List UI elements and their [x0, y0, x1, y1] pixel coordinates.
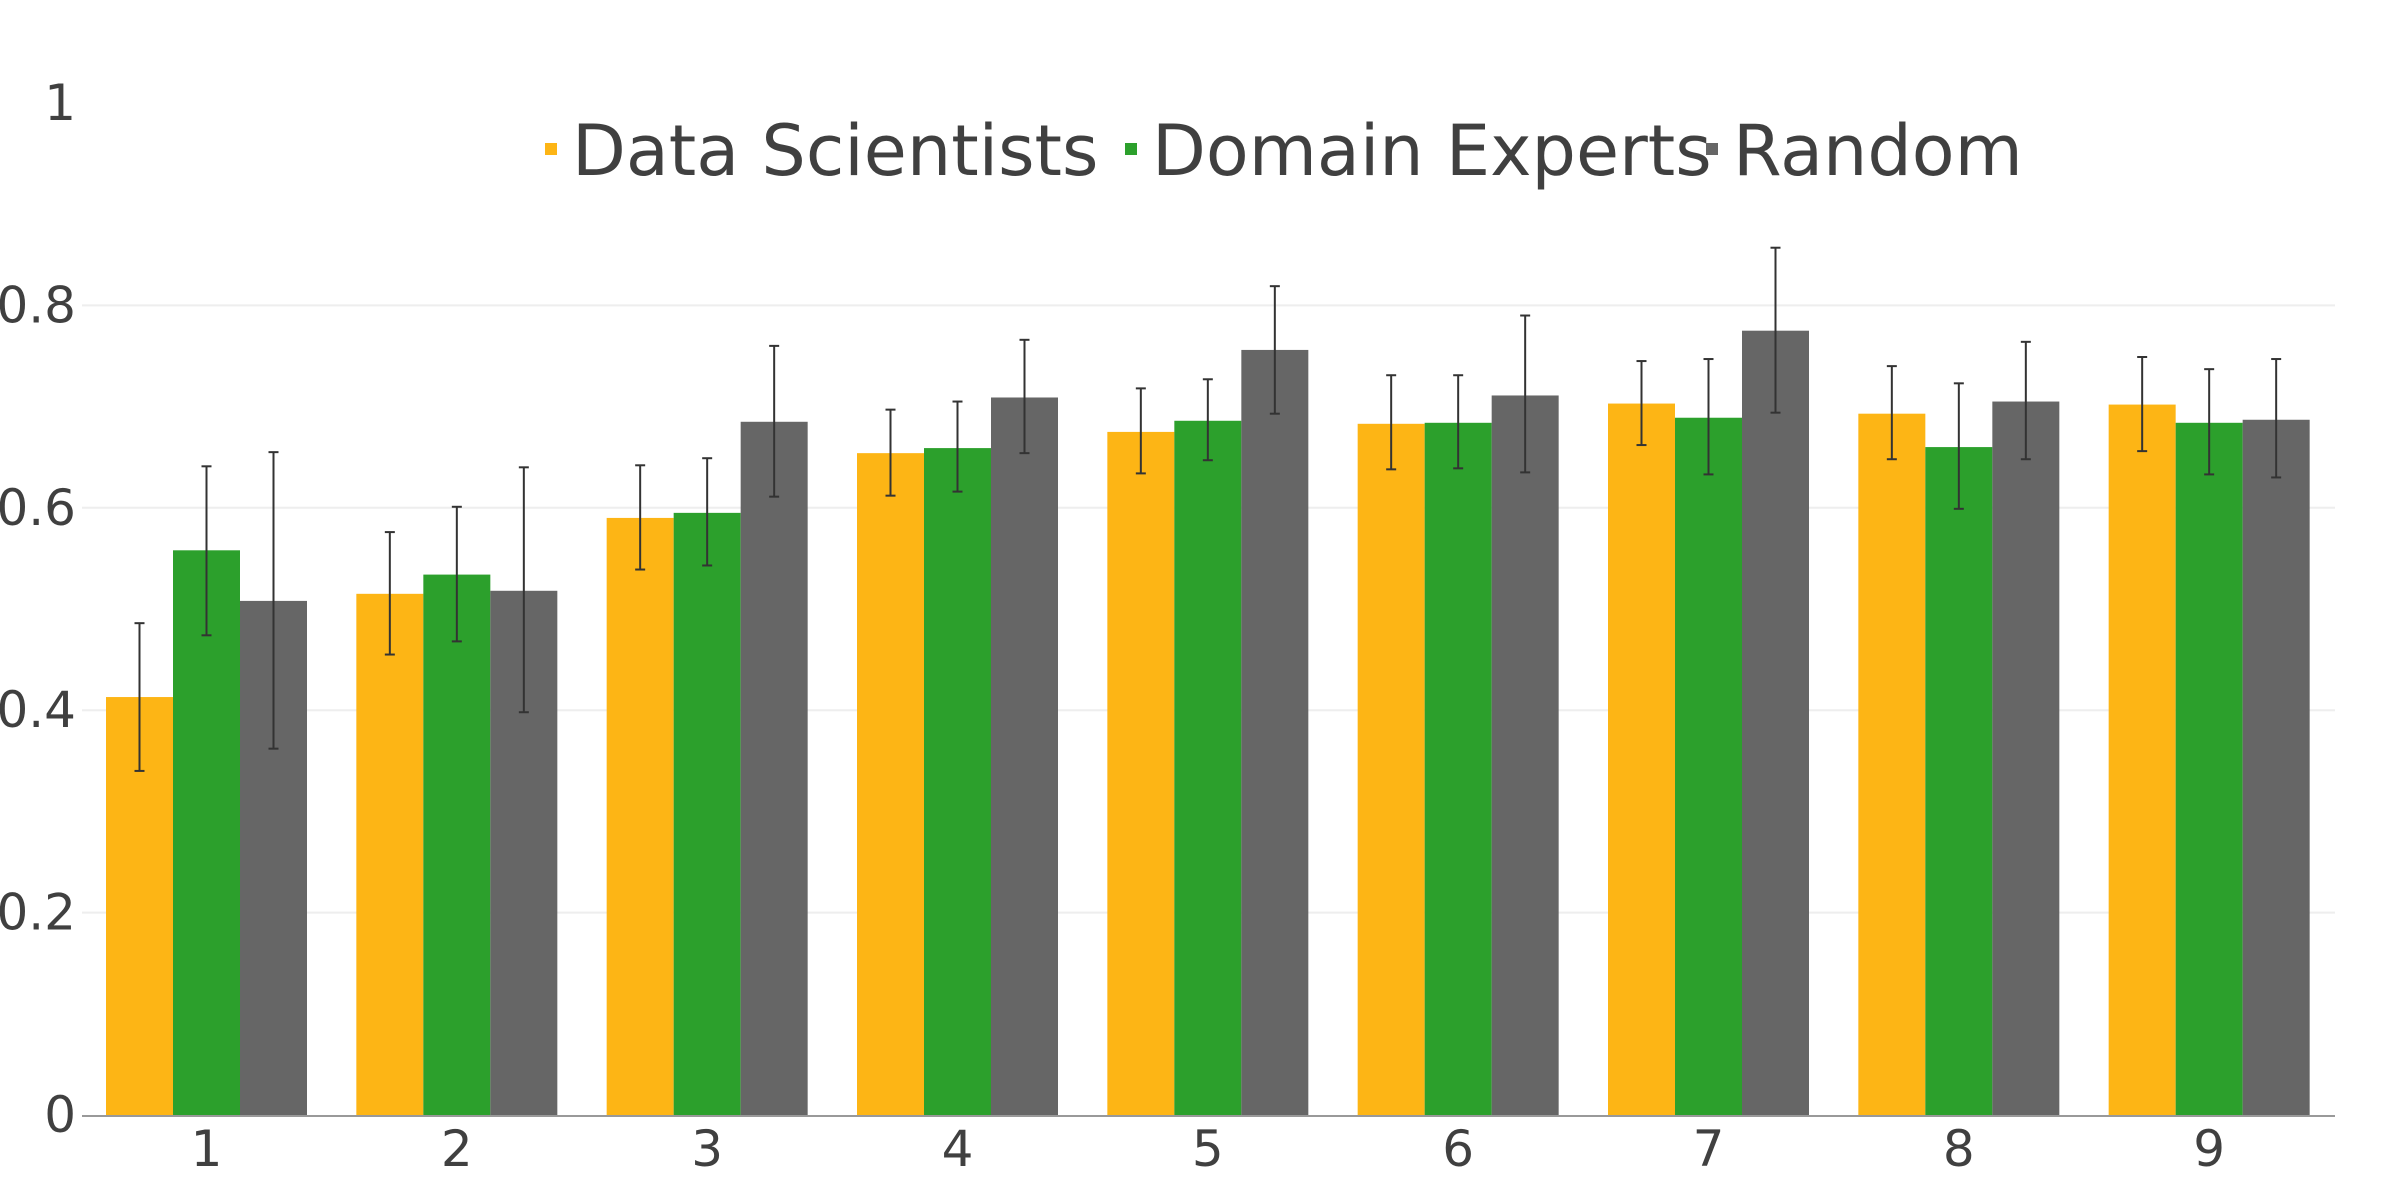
x-tick-label: 4: [942, 1120, 974, 1178]
x-tick-label: 8: [1943, 1120, 1975, 1178]
y-tick-label: 0.8: [0, 276, 76, 334]
error-bar-domain-experts-7: [1703, 358, 1714, 476]
bar-data-scientists-5: [1107, 431, 1175, 1115]
bar-data-scientists-6: [1357, 423, 1425, 1116]
error-bar-data-scientists-7: [1636, 360, 1647, 447]
x-tick-label: 5: [1192, 1120, 1224, 1178]
error-bar-data-scientists-9: [2137, 356, 2148, 453]
bar-random-9: [2242, 419, 2310, 1116]
legend: Data Scientists Domain Experts Random: [545, 110, 2023, 192]
y-tick-label: 0.6: [0, 479, 76, 537]
bar-data-scientists-4: [857, 453, 924, 1116]
error-bar-data-scientists-5: [1135, 387, 1146, 475]
error-bar-random-4: [1019, 338, 1030, 455]
bar-random-7: [1742, 330, 1809, 1115]
legend-item-data-scientists: Data Scientists: [545, 110, 1098, 192]
error-bar-random-8: [2020, 340, 2031, 461]
error-bar-random-5: [1269, 285, 1280, 415]
error-bar-random-7: [1770, 246, 1781, 414]
bar-data-scientists-7: [1608, 403, 1675, 1116]
error-bar-data-scientists-1: [134, 622, 145, 772]
error-bar-random-2: [518, 466, 529, 714]
error-bar-data-scientists-2: [384, 531, 395, 656]
legend-swatch: [1125, 143, 1137, 155]
bar-data-scientists-3: [606, 517, 674, 1115]
error-bar-domain-experts-1: [201, 465, 212, 637]
y-tick-label: 1: [44, 74, 76, 132]
x-tick-label: 9: [2193, 1120, 2225, 1178]
x-tick-label: 1: [191, 1120, 223, 1178]
error-bar-domain-experts-8: [1953, 382, 1964, 510]
y-axis-ticks: 0 0.2 0.4 0.6 0.8 1: [0, 74, 76, 1144]
y-tick-label: 0.2: [0, 884, 76, 942]
bar-data-scientists-2: [356, 593, 424, 1115]
bar-random-3: [740, 421, 808, 1115]
x-tick-label: 6: [1442, 1120, 1474, 1178]
error-bar-random-6: [1520, 314, 1531, 474]
error-bar-random-1: [268, 451, 279, 750]
bar-domain-experts-2: [423, 574, 491, 1115]
legend-swatch: [1706, 143, 1718, 155]
legend-item-domain-experts: Domain Experts: [1125, 110, 1712, 192]
error-bar-random-9: [2271, 358, 2282, 479]
error-bar-data-scientists-8: [1886, 365, 1897, 461]
y-tick-label: 0.4: [0, 681, 76, 739]
error-bar-data-scientists-4: [885, 408, 896, 497]
bar-domain-experts-7: [1675, 417, 1742, 1115]
bar-domain-experts-8: [1925, 447, 1993, 1116]
error-bar-data-scientists-6: [1386, 374, 1397, 471]
error-bar-data-scientists-3: [635, 464, 646, 571]
bar-domain-experts-6: [1424, 422, 1492, 1115]
error-bar-domain-experts-6: [1453, 374, 1464, 470]
bar-domain-experts-3: [673, 512, 741, 1115]
error-bar-domain-experts-9: [2204, 368, 2215, 476]
x-tick-label: 7: [1693, 1120, 1725, 1178]
legend-label: Data Scientists: [572, 110, 1098, 192]
bar-random-4: [991, 397, 1058, 1115]
error-bar-domain-experts-3: [702, 457, 713, 567]
error-bar-domain-experts-5: [1202, 378, 1213, 462]
bar-random-8: [1992, 401, 2060, 1115]
bar-domain-experts-5: [1174, 420, 1242, 1115]
bar-random-5: [1241, 349, 1309, 1116]
legend-label: Domain Experts: [1152, 110, 1712, 192]
legend-label: Random: [1733, 110, 2023, 192]
error-bar-random-3: [769, 344, 780, 498]
bar-domain-experts-4: [924, 448, 991, 1115]
legend-item-random: Random: [1706, 110, 2023, 192]
bar-domain-experts-9: [2175, 422, 2243, 1115]
error-bars: [134, 246, 2282, 772]
x-axis-ticks: 1 2 3 4 5 6 7 8 9: [191, 1120, 2225, 1178]
x-tick-label: 2: [441, 1120, 473, 1178]
error-bar-domain-experts-2: [451, 505, 462, 643]
error-bar-domain-experts-4: [952, 400, 963, 493]
legend-swatch: [545, 143, 557, 155]
y-tick-label: 0: [44, 1086, 76, 1144]
bar-data-scientists-8: [1858, 413, 1926, 1116]
bar-domain-experts-1: [173, 550, 240, 1115]
bar-random-6: [1491, 395, 1559, 1115]
x-tick-label: 3: [691, 1120, 723, 1178]
bar-data-scientists-9: [2108, 404, 2176, 1115]
